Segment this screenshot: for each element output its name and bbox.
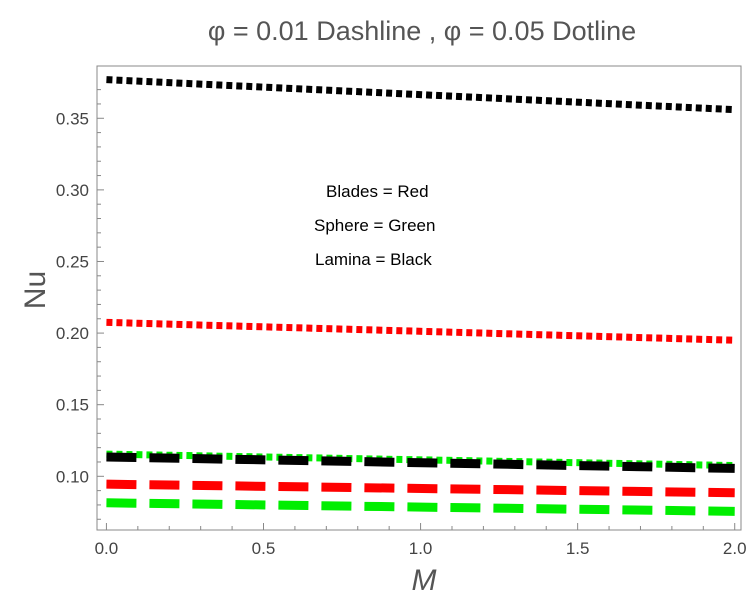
- legend: Blades = Red Sphere = Green Lamina = Bla…: [314, 182, 435, 269]
- x-axis-ticks: 0.0 0.5 1.0 1.5 2.0: [95, 523, 747, 558]
- x-tick-label: 1.0: [409, 539, 433, 558]
- series-line-red-dashed: [106, 479, 735, 498]
- legend-entry-lamina: Lamina = Black: [315, 250, 432, 269]
- x-tick-label: 0.5: [252, 539, 276, 558]
- series-line-black-dashed: [106, 452, 735, 473]
- y-tick-label: 0.25: [56, 252, 89, 271]
- series-line-green-dashed: [106, 498, 735, 516]
- y-tick-label: 0.20: [56, 324, 89, 343]
- series-line-black-dotted: [106, 76, 735, 114]
- plot-frame: [96, 65, 742, 531]
- y-tick-label: 0.15: [56, 396, 89, 415]
- x-tick-label: 2.0: [723, 539, 747, 558]
- legend-entry-blades: Blades = Red: [326, 182, 429, 201]
- y-tick-label: 0.35: [56, 109, 89, 128]
- y-tick-label: 0.30: [56, 181, 89, 200]
- y-axis-ticks: 0.10 0.15 0.20 0.25 0.30 0.35: [56, 89, 104, 520]
- series-line-red-dotted: [106, 318, 735, 344]
- y-tick-label: 0.10: [56, 467, 89, 486]
- y-axis-label: Nu: [19, 271, 52, 309]
- legend-entry-sphere: Sphere = Green: [314, 216, 435, 235]
- series-layer: [106, 76, 735, 516]
- chart-title: φ = 0.01 Dashline , φ = 0.05 Dotline: [208, 16, 636, 46]
- x-axis-label: M: [412, 564, 437, 597]
- x-tick-label: 0.0: [95, 539, 119, 558]
- x-tick-label: 1.5: [566, 539, 590, 558]
